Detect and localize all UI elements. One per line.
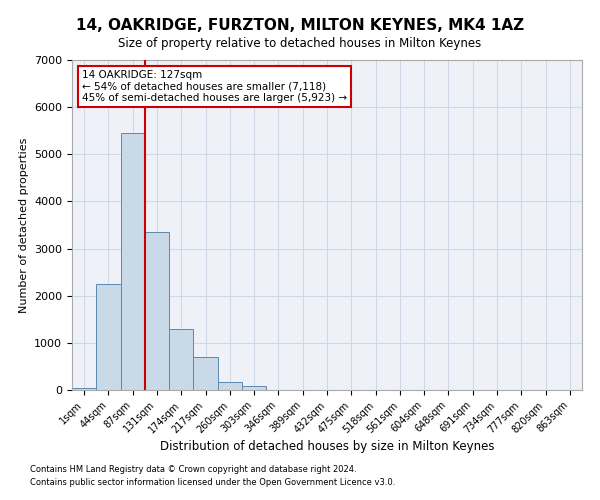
Bar [218,382,242,390]
Text: 14 OAKRIDGE: 127sqm
← 54% of detached houses are smaller (7,118)
45% of semi-det: 14 OAKRIDGE: 127sqm ← 54% of detached ho… [82,70,347,103]
X-axis label: Distribution of detached houses by size in Milton Keynes: Distribution of detached houses by size … [160,440,494,454]
Y-axis label: Number of detached properties: Number of detached properties [19,138,29,312]
Text: Contains HM Land Registry data © Crown copyright and database right 2024.: Contains HM Land Registry data © Crown c… [30,466,356,474]
Bar [145,232,169,390]
Bar [193,357,218,390]
Text: 14, OAKRIDGE, FURZTON, MILTON KEYNES, MK4 1AZ: 14, OAKRIDGE, FURZTON, MILTON KEYNES, MK… [76,18,524,32]
Text: Size of property relative to detached houses in Milton Keynes: Size of property relative to detached ho… [118,38,482,51]
Text: Contains public sector information licensed under the Open Government Licence v3: Contains public sector information licen… [30,478,395,487]
Bar [169,328,193,390]
Bar [242,386,266,390]
Bar [121,133,145,390]
Bar [72,388,96,390]
Bar [96,284,121,390]
